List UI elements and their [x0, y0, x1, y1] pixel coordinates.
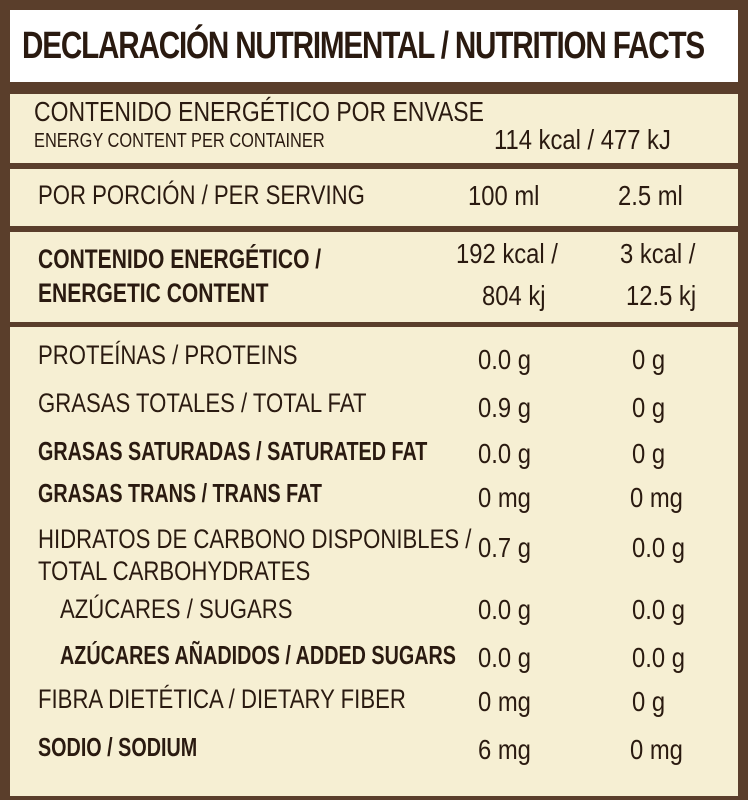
nutrient-label: FIBRA DIETÉTICA / DIETARY FIBER	[38, 684, 406, 714]
energetic-col1-line2: 804 kj	[482, 280, 546, 311]
nutrient-col2: 0 g	[632, 392, 666, 423]
divider	[10, 322, 738, 327]
nutrition-facts-panel: DECLARACIÓN NUTRIMENTAL / NUTRITION FACT…	[10, 10, 738, 796]
nutrient-col1: 6 mg	[478, 734, 531, 765]
nutrient-col1: 0.0 g	[478, 642, 531, 673]
energetic-col2-line1: 3 kcal /	[620, 238, 696, 269]
nutrient-label: GRASAS TOTALES / TOTAL FAT	[38, 388, 367, 418]
nutrient-col1: 0.0 g	[478, 438, 531, 469]
nutrient-label: AZÚCARES AÑADIDOS / ADDED SUGARS	[60, 640, 456, 670]
nutrient-col2: 0 mg	[630, 482, 683, 513]
divider	[10, 82, 738, 94]
nutrient-label: SODIO / SODIUM	[38, 732, 198, 762]
nutrient-col2: 0 mg	[630, 734, 683, 765]
nutrient-label: GRASAS SATURADAS / SATURATED FAT	[38, 436, 428, 466]
nutrient-col2: 0 g	[632, 438, 666, 469]
nutrient-col1: 0.7 g	[478, 532, 531, 563]
nutrient-col1: 0.0 g	[478, 594, 531, 625]
energy-container-value: 114 kcal / 477 kJ	[494, 124, 671, 155]
nutrient-col1: 0.0 g	[478, 344, 531, 375]
page-title: DECLARACIÓN NUTRIMENTAL / NUTRITION FACT…	[22, 25, 705, 67]
energy-container-label-en: ENERGY CONTENT PER CONTAINER	[34, 130, 325, 152]
nutrient-col1: 0.9 g	[478, 392, 531, 423]
serving-label: POR PORCIÓN / PER SERVING	[38, 180, 365, 210]
serving-col1: 100 ml	[468, 180, 540, 211]
nutrient-col2: 0.0 g	[632, 594, 685, 625]
nutrient-label-line1: HIDRATOS DE CARBONO DISPONIBLES /	[38, 524, 472, 554]
energetic-col1-line1: 192 kcal /	[456, 238, 558, 269]
nutrient-col2: 0.0 g	[632, 532, 685, 563]
energetic-label-line1: CONTENIDO ENERGÉTICO /	[38, 244, 322, 274]
energy-container-label-es: CONTENIDO ENERGÉTICO POR ENVASE	[34, 96, 484, 127]
serving-col2: 2.5 ml	[618, 180, 683, 211]
nutrient-col1: 0 mg	[478, 482, 531, 513]
nutrient-col2: 0.0 g	[632, 642, 685, 673]
nutrient-label-line2: TOTAL CARBOHYDRATES	[38, 556, 311, 586]
energetic-label-line2: ENERGETIC CONTENT	[38, 278, 269, 308]
nutrient-label: GRASAS TRANS / TRANS FAT	[38, 478, 322, 508]
nutrient-label: AZÚCARES / SUGARS	[60, 594, 293, 624]
energetic-col2-line2: 12.5 kj	[626, 280, 697, 311]
divider	[10, 226, 738, 232]
nutrient-label: PROTEÍNAS / PROTEINS	[38, 340, 298, 370]
nutrient-col2: 0 g	[632, 344, 666, 375]
nutrient-col2: 0 g	[632, 686, 666, 717]
divider	[10, 163, 738, 169]
title-bar: DECLARACIÓN NUTRIMENTAL / NUTRITION FACT…	[10, 10, 738, 82]
nutrient-col1: 0 mg	[478, 686, 531, 717]
